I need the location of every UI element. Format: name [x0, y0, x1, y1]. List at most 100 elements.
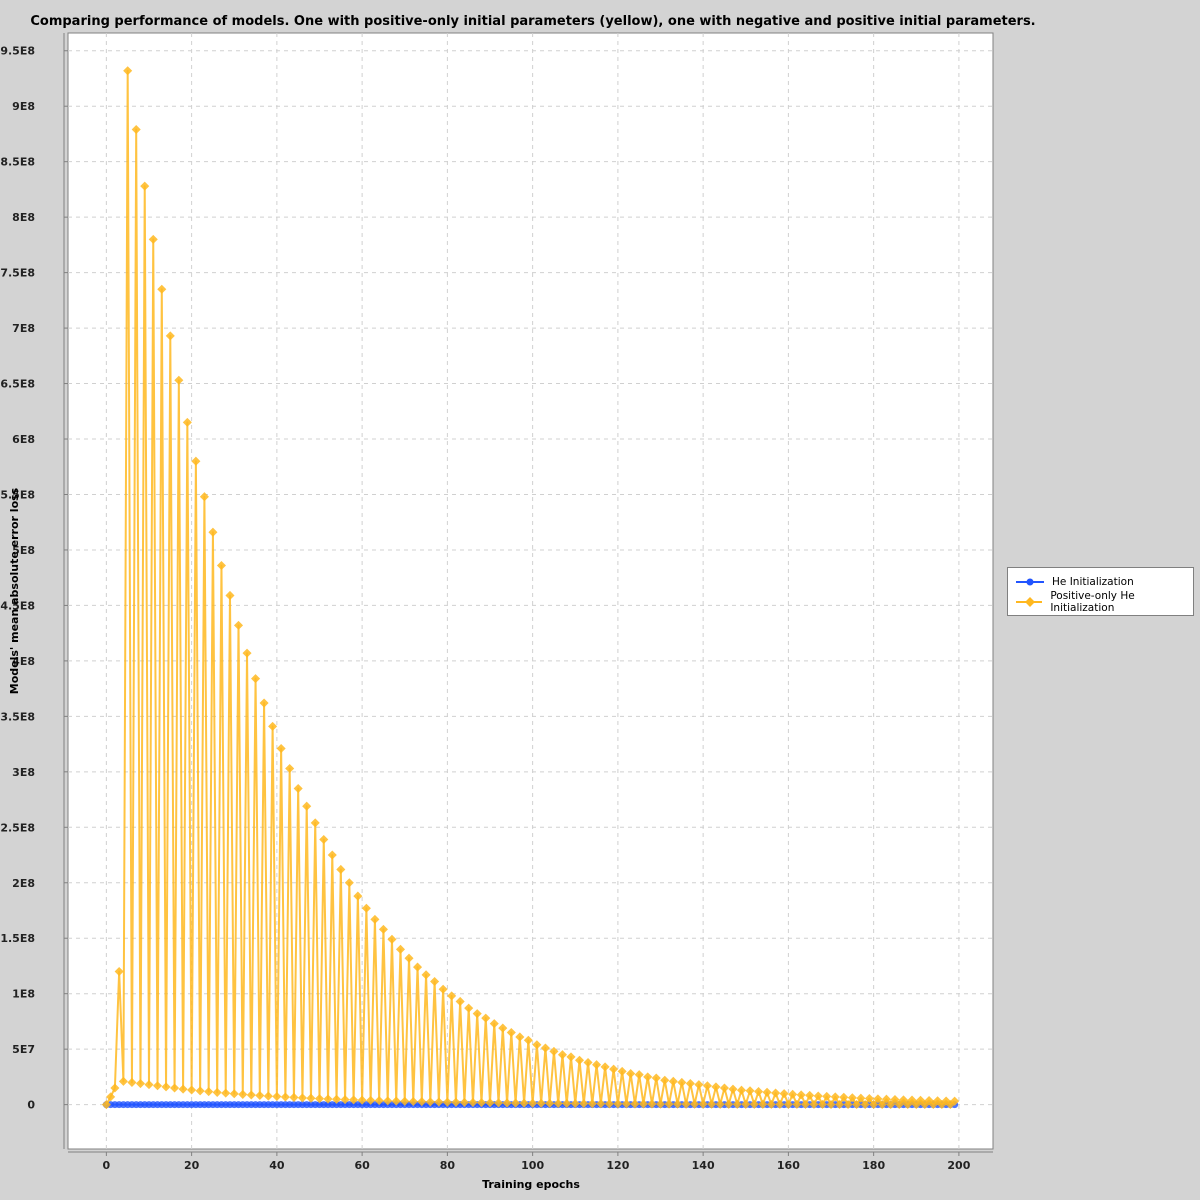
legend-swatch-positive-only — [1016, 597, 1043, 607]
point-positive-only — [566, 1052, 576, 1062]
point-positive-only — [570, 1099, 580, 1109]
point-positive-only — [724, 1099, 734, 1109]
point-positive-only — [702, 1081, 712, 1091]
y-axis-label: Models' mean absolute error loss — [8, 487, 21, 694]
point-positive-only — [370, 914, 380, 924]
point-positive-only — [852, 1099, 862, 1110]
point-positive-only — [864, 1093, 874, 1104]
point-positive-only — [413, 962, 423, 972]
point-positive-only — [869, 1099, 879, 1110]
point-positive-only — [378, 924, 388, 934]
point-positive-only — [638, 1099, 648, 1109]
point-positive-only — [758, 1099, 768, 1109]
point-positive-only — [494, 1098, 504, 1108]
point-positive-only — [528, 1098, 538, 1108]
point-positive-only — [634, 1070, 644, 1080]
point-positive-only — [647, 1099, 657, 1109]
y-tick-label: 5E7 — [12, 1043, 35, 1056]
x-tick-label: 200 — [947, 1159, 970, 1172]
point-positive-only — [626, 1069, 636, 1079]
point-positive-only — [336, 864, 346, 874]
point-positive-only — [523, 1035, 533, 1045]
point-positive-only — [583, 1057, 593, 1067]
point-positive-only — [800, 1099, 810, 1109]
point-positive-only — [715, 1099, 725, 1109]
point-positive-only — [707, 1099, 717, 1109]
point-positive-only — [353, 891, 363, 901]
point-positive-only — [540, 1043, 550, 1053]
point-positive-only — [609, 1064, 619, 1074]
point-positive-only — [817, 1099, 828, 1109]
point-positive-only — [195, 1086, 205, 1096]
point-positive-only — [856, 1093, 866, 1103]
point-positive-only — [557, 1050, 567, 1060]
point-positive-only — [886, 1099, 896, 1110]
point-positive-only — [792, 1099, 802, 1109]
y-tick-label: 5E8 — [12, 544, 35, 557]
point-positive-only — [135, 1079, 145, 1089]
point-positive-only — [694, 1080, 704, 1090]
point-positive-only — [216, 560, 226, 571]
point-positive-only — [481, 1013, 491, 1023]
y-tick-label: 1E8 — [12, 988, 35, 1001]
point-positive-only — [515, 1032, 525, 1042]
legend-label-positive-only: Positive-only He Initialization — [1050, 590, 1135, 614]
point-positive-only — [736, 1085, 747, 1095]
point-positive-only — [579, 1099, 589, 1109]
y-tick-label: 8E8 — [12, 211, 35, 224]
y-tick-label: 4.5E8 — [0, 599, 35, 612]
legend: He Initialization Positive-only He Initi… — [1007, 567, 1194, 616]
point-positive-only — [289, 1092, 299, 1102]
y-tick-label: 6E8 — [12, 433, 35, 446]
y-tick-label: 9.5E8 — [0, 45, 35, 58]
point-positive-only — [847, 1093, 857, 1103]
point-positive-only — [447, 991, 457, 1001]
point-positive-only — [860, 1099, 870, 1110]
point-positive-only — [344, 878, 354, 888]
x-tick-label: 40 — [269, 1159, 285, 1172]
point-positive-only — [225, 590, 235, 600]
point-positive-only — [668, 1076, 678, 1086]
point-positive-only — [549, 1046, 559, 1056]
point-positive-only — [157, 284, 167, 294]
point-positive-only — [587, 1099, 597, 1109]
y-tick-label: 2.5E8 — [0, 821, 35, 834]
y-tick-label: 7.5E8 — [0, 267, 35, 280]
point-positive-only — [664, 1099, 674, 1109]
legend-label-he: He Initialization — [1052, 576, 1134, 588]
y-tick-label: 0 — [27, 1099, 35, 1112]
point-positive-only — [536, 1098, 546, 1108]
point-positive-only — [302, 801, 312, 811]
point-positive-only — [728, 1084, 738, 1094]
point-positive-only — [280, 1092, 290, 1102]
x-tick-label: 80 — [440, 1159, 456, 1172]
point-positive-only — [673, 1099, 683, 1109]
point-positive-only — [843, 1099, 853, 1110]
point-positive-only — [310, 818, 320, 828]
x-tick-label: 160 — [777, 1159, 800, 1172]
point-positive-only — [148, 234, 158, 244]
point-positive-only — [511, 1098, 521, 1108]
point-positive-only — [881, 1094, 891, 1104]
point-positive-only — [498, 1023, 508, 1033]
point-positive-only — [805, 1090, 815, 1100]
y-tick-label: 3.5E8 — [0, 710, 35, 723]
point-positive-only — [621, 1099, 631, 1109]
y-tick-label: 7E8 — [12, 322, 35, 335]
y-tick-label: 2E8 — [12, 877, 35, 890]
x-tick-label: 60 — [354, 1159, 370, 1172]
x-tick-label: 140 — [692, 1159, 715, 1172]
point-positive-only — [519, 1098, 529, 1108]
point-positive-only — [553, 1098, 563, 1109]
point-positive-only — [178, 1084, 188, 1094]
point-positive-only — [873, 1094, 883, 1104]
point-positive-only — [208, 527, 218, 537]
y-tick-label: 1.5E8 — [0, 932, 35, 945]
point-positive-only — [677, 1077, 687, 1087]
point-positive-only — [276, 744, 286, 754]
point-positive-only — [690, 1099, 700, 1109]
x-tick-label: 180 — [862, 1159, 885, 1172]
point-positive-only — [660, 1075, 670, 1085]
point-positive-only — [698, 1099, 708, 1109]
point-positive-only — [655, 1099, 666, 1109]
